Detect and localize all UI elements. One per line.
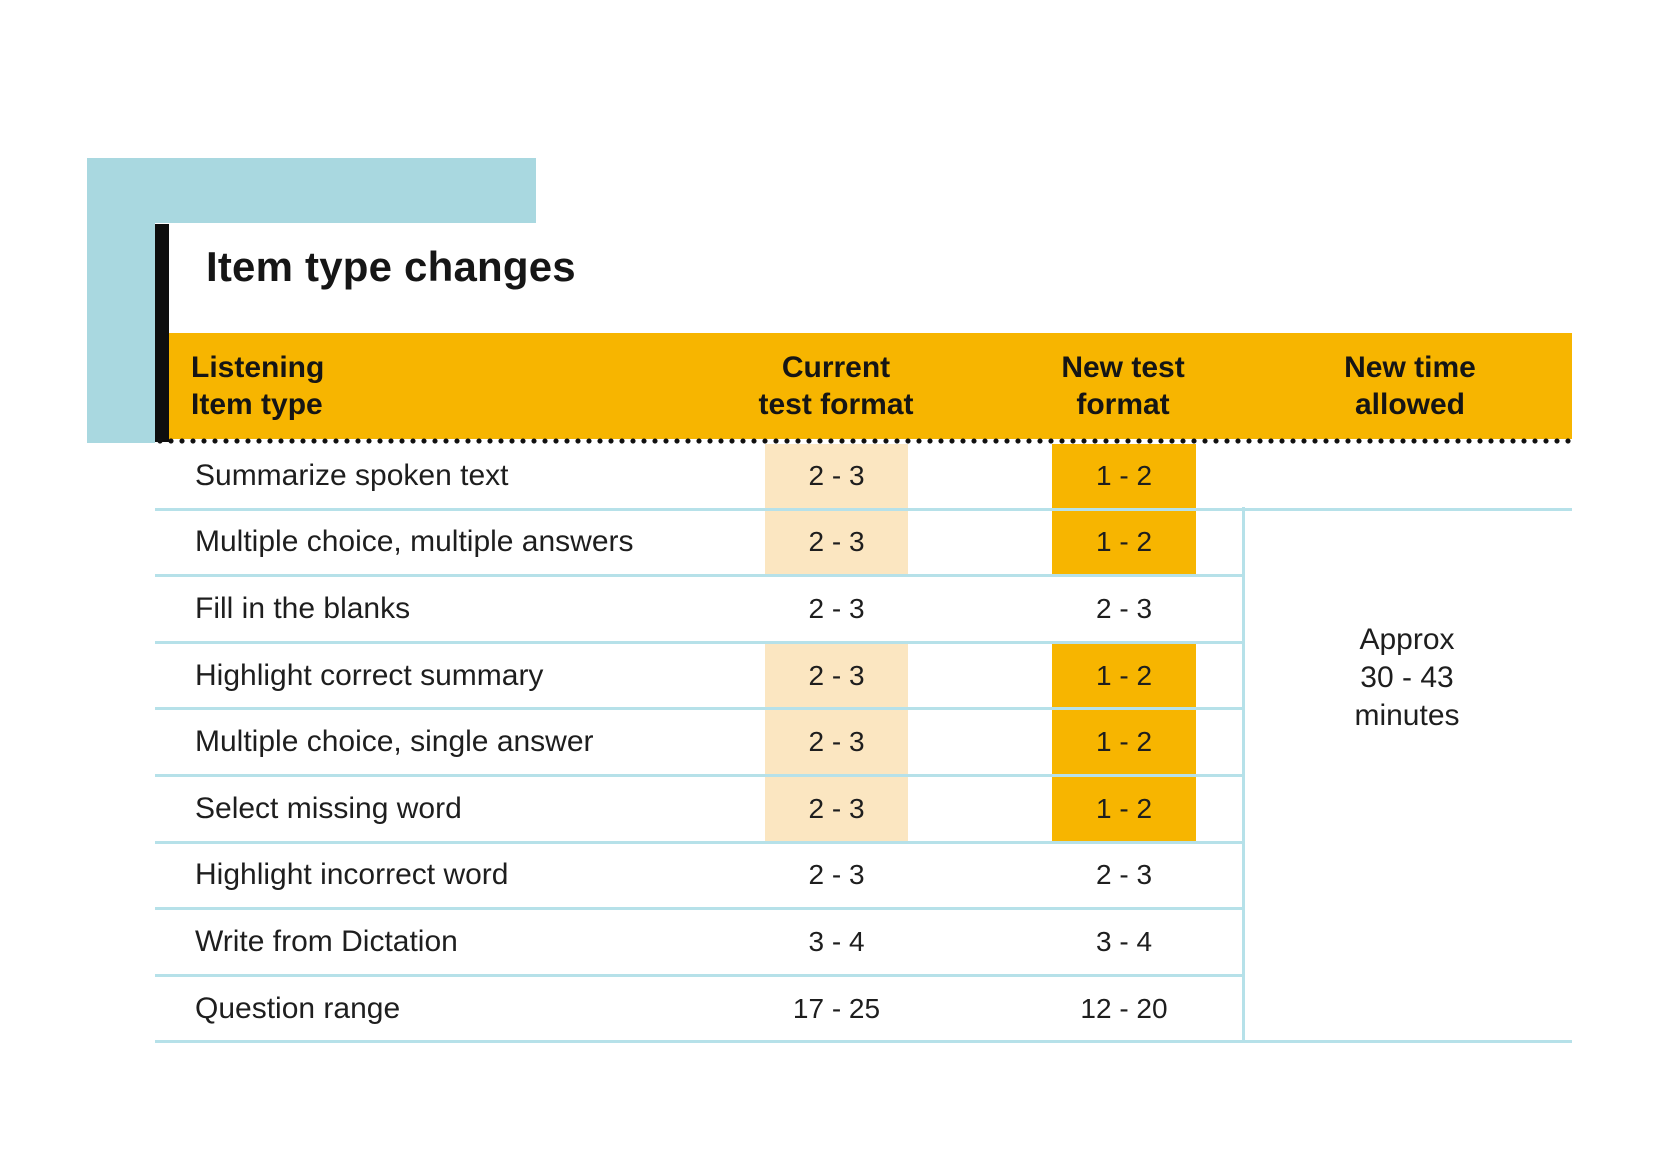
item-type-label: Multiple choice, multiple answers <box>195 525 634 559</box>
header-col-time-allowed-line1: New time <box>1344 351 1476 384</box>
table-row: Multiple choice, multiple answers 2 - 3 … <box>155 510 1572 575</box>
new-format-value: 1 - 2 <box>1052 710 1196 774</box>
current-format-value: 3 - 4 <box>808 925 865 957</box>
header-col-new-format-line1: New test <box>1061 351 1185 384</box>
current-format-value: 2 - 3 <box>808 592 865 624</box>
new-format-value: 1 - 2 <box>1052 510 1196 575</box>
blue-decoration-vertical <box>87 158 155 443</box>
new-format-value: 1 - 2 <box>1052 444 1196 508</box>
time-allowed-line3: minutes <box>1354 699 1460 732</box>
header-col-new-format-line2: format <box>1076 388 1170 421</box>
row-separator <box>155 507 1572 511</box>
page-title: Item type changes <box>206 243 576 290</box>
black-accent-bar <box>155 224 169 442</box>
table-row: Multiple choice, single answer 2 - 3 1 -… <box>155 710 1572 774</box>
table-row: Highlight incorrect word 2 - 3 2 - 3 <box>155 844 1572 908</box>
time-allowed-note: Approx 30 - 43 minutes <box>1242 621 1572 735</box>
time-allowed-line1: Approx <box>1359 623 1455 656</box>
new-format-value: 2 - 3 <box>1095 859 1153 891</box>
header-col-current-format-line2: test format <box>758 388 914 421</box>
table-header: Listening Item type Current test format … <box>169 333 1572 439</box>
item-type-label: Summarize spoken text <box>195 458 509 492</box>
blue-decoration-horizontal <box>87 158 536 223</box>
item-type-label: Fill in the blanks <box>195 591 411 625</box>
header-col-new-format: New test format <box>973 333 1273 439</box>
item-type-label: Write from Dictation <box>195 924 458 958</box>
row-separator <box>155 1040 1572 1044</box>
item-type-label: Highlight incorrect word <box>195 858 509 892</box>
item-type-label: Select missing word <box>195 791 462 825</box>
header-col-time-allowed: New time allowed <box>1260 333 1560 439</box>
row-separator <box>155 707 1245 711</box>
current-format-value: 2 - 3 <box>765 643 908 708</box>
table-row: Question range 17 - 25 12 - 20 <box>155 977 1572 1041</box>
header-col-time-allowed-line2: allowed <box>1354 388 1466 421</box>
table-row: Write from Dictation 3 - 4 3 - 4 <box>155 910 1572 974</box>
row-separator <box>155 907 1245 911</box>
new-format-value: 12 - 20 <box>1080 992 1168 1024</box>
row-separator <box>155 840 1245 844</box>
header-col-item-type-line2: Item type <box>191 388 323 421</box>
time-allowed-line2: 30 - 43 <box>1360 661 1454 694</box>
table-row: Select missing word 2 - 3 1 - 2 <box>155 777 1572 841</box>
item-type-label: Highlight correct summary <box>195 658 544 692</box>
current-format-value: 17 - 25 <box>792 992 881 1024</box>
header-col-item-type: Listening Item type <box>191 333 324 439</box>
table-row: Fill in the blanks 2 - 3 2 - 3 <box>155 577 1572 641</box>
row-separator <box>155 774 1245 777</box>
row-separator <box>155 574 1245 578</box>
new-format-value: 2 - 3 <box>1095 592 1153 624</box>
item-type-label: Multiple choice, single answer <box>195 725 594 759</box>
new-format-value: 1 - 2 <box>1052 643 1196 708</box>
current-format-value: 2 - 3 <box>765 710 908 774</box>
time-column-divider <box>1242 507 1245 1043</box>
current-format-value: 2 - 3 <box>808 859 865 891</box>
header-col-current-format: Current test format <box>686 333 986 439</box>
new-format-value: 1 - 2 <box>1052 777 1196 841</box>
new-format-value: 3 - 4 <box>1095 925 1153 957</box>
current-format-value: 2 - 3 <box>765 510 908 575</box>
dotted-divider <box>157 438 1572 444</box>
row-separator <box>155 973 1245 977</box>
item-type-label: Question range <box>195 991 401 1025</box>
current-format-value: 2 - 3 <box>765 444 908 508</box>
current-format-value: 2 - 3 <box>765 777 908 841</box>
table-row: Highlight correct summary 2 - 3 1 - 2 <box>155 643 1572 708</box>
row-separator <box>155 640 1245 644</box>
table-row: Summarize spoken text 2 - 3 1 - 2 <box>155 444 1572 508</box>
header-col-current-format-line1: Current <box>781 351 891 384</box>
header-col-item-type-line1: Listening <box>191 351 325 384</box>
